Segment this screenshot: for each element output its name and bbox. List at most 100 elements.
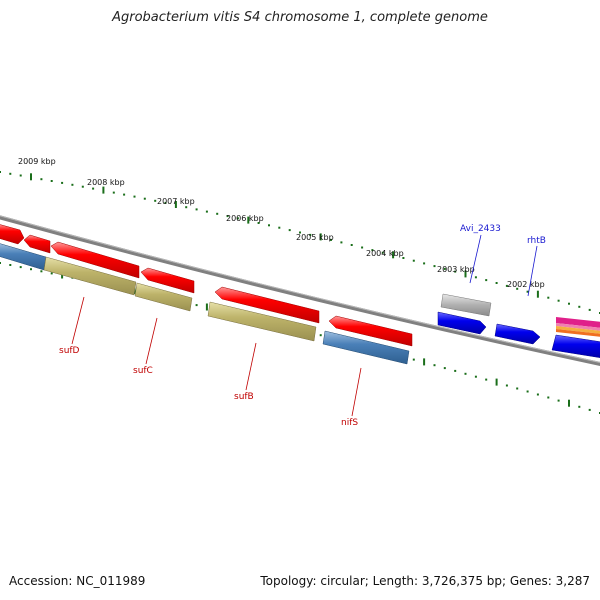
minor-tick: [0, 171, 1, 173]
minor-tick: [19, 266, 22, 269]
minor-tick: [278, 226, 281, 229]
cds-arrow[interactable]: [0, 224, 25, 245]
kbp-label: 2003 kbp: [437, 265, 475, 274]
minor-tick: [547, 296, 550, 299]
map-title: Agrobacterium vitis S4 chromosome 1, com…: [112, 10, 488, 25]
feature-lane-cog: [0, 243, 410, 365]
minor-tick: [30, 268, 32, 271]
minor-tick: [412, 259, 415, 262]
stacked-feature[interactable]: [556, 317, 600, 337]
minor-tick: [40, 270, 43, 273]
blue-feature-arrow[interactable]: [494, 323, 541, 345]
minor-tick: [164, 201, 167, 204]
minor-tick: [319, 334, 322, 337]
minor-tick: [154, 199, 157, 202]
gene-label-sufc[interactable]: sufC: [133, 366, 153, 376]
minor-tick: [61, 181, 64, 184]
gene-label-nifs[interactable]: nifS: [341, 418, 358, 428]
minor-tick: [257, 222, 260, 224]
gene-label-rhtb[interactable]: rhtB: [527, 236, 546, 246]
minor-tick: [557, 399, 560, 402]
grey-feature[interactable]: [440, 293, 492, 317]
minor-tick: [299, 231, 301, 234]
minor-tick: [340, 241, 343, 244]
minor-tick: [464, 372, 467, 375]
minor-tick: [195, 208, 198, 211]
genome-summary: Topology: circular; Length: 3,726,375 bp…: [260, 574, 590, 588]
outer-scale-ticks: [0, 171, 600, 314]
minor-tick: [361, 246, 364, 249]
blue-feature-arrow[interactable]: [437, 311, 487, 335]
minor-tick: [195, 304, 198, 307]
blue-feature-arrow[interactable]: [551, 334, 600, 358]
kbp-label: 2004 kbp: [366, 249, 404, 258]
cds-arrow[interactable]: [214, 286, 320, 324]
minor-tick: [371, 249, 374, 252]
gene-label-avi-2433[interactable]: Avi_2433: [460, 224, 501, 234]
minor-tick: [433, 265, 436, 268]
minor-tick: [454, 369, 457, 372]
minor-tick: [412, 358, 415, 361]
minor-tick: [226, 215, 229, 218]
minor-tick: [92, 187, 95, 190]
kbp-label: 2005 kbp: [296, 233, 334, 242]
major-tick: [247, 216, 250, 224]
minor-tick: [330, 238, 332, 241]
minor-tick: [578, 305, 581, 308]
cog-steelblue-feature[interactable]: [322, 330, 410, 365]
major-tick: [174, 201, 177, 208]
kbp-label: 2007 kbp: [157, 197, 195, 206]
major-tick: [102, 186, 105, 194]
major-tick: [568, 399, 570, 407]
minor-tick: [205, 210, 208, 213]
minor-tick: [19, 174, 22, 177]
minor-tick: [588, 308, 591, 311]
minor-tick: [81, 185, 84, 188]
minor-tick: [268, 224, 270, 227]
cog-olive-feature[interactable]: [134, 282, 193, 312]
minor-tick: [495, 282, 498, 284]
minor-tick: [588, 408, 591, 411]
minor-tick: [557, 299, 560, 302]
minor-tick: [474, 375, 477, 378]
minor-tick: [40, 178, 43, 181]
minor-tick: [568, 302, 570, 305]
minor-tick: [505, 284, 508, 287]
minor-tick: [123, 193, 126, 196]
minor-tick: [216, 212, 219, 215]
major-tick: [205, 303, 208, 311]
major-tick: [423, 358, 426, 366]
kbp-label: 2006 kbp: [226, 214, 264, 223]
minor-tick: [402, 257, 405, 259]
minor-tick: [350, 244, 353, 246]
major-tick: [30, 173, 32, 181]
cds-arrow[interactable]: [23, 234, 51, 254]
minor-tick: [547, 396, 550, 399]
gene-label-sufd[interactable]: sufD: [59, 346, 80, 356]
minor-tick: [288, 229, 291, 232]
cog-olive-feature[interactable]: [43, 256, 137, 296]
cds-arrow[interactable]: [50, 241, 140, 279]
cds-arrow[interactable]: [328, 315, 413, 347]
cds-arrow[interactable]: [140, 267, 195, 294]
kbp-labels: 2009 kbp 2008 kbp 2007 kbp 2006 kbp 2005…: [18, 157, 545, 289]
gene-labels: sufD sufC sufB nifS Avi_2433 rhtB: [59, 224, 546, 428]
minor-tick: [526, 290, 529, 293]
major-tick: [464, 270, 467, 278]
minor-tick: [443, 367, 446, 370]
minor-tick: [50, 180, 53, 182]
minor-tick: [381, 251, 384, 254]
chromosome-backbone-highlight: [0, 215, 600, 363]
minor-tick: [133, 195, 136, 198]
kbp-label: 2008 kbp: [87, 178, 125, 187]
major-tick: [319, 233, 322, 241]
minor-tick: [505, 384, 508, 387]
minor-tick: [185, 206, 188, 209]
major-tick: [392, 251, 395, 259]
gene-label-sufb[interactable]: sufB: [234, 392, 254, 402]
minor-tick: [443, 267, 446, 270]
minor-tick: [143, 197, 146, 200]
cog-olive-feature[interactable]: [207, 301, 317, 342]
minor-tick: [71, 183, 74, 186]
